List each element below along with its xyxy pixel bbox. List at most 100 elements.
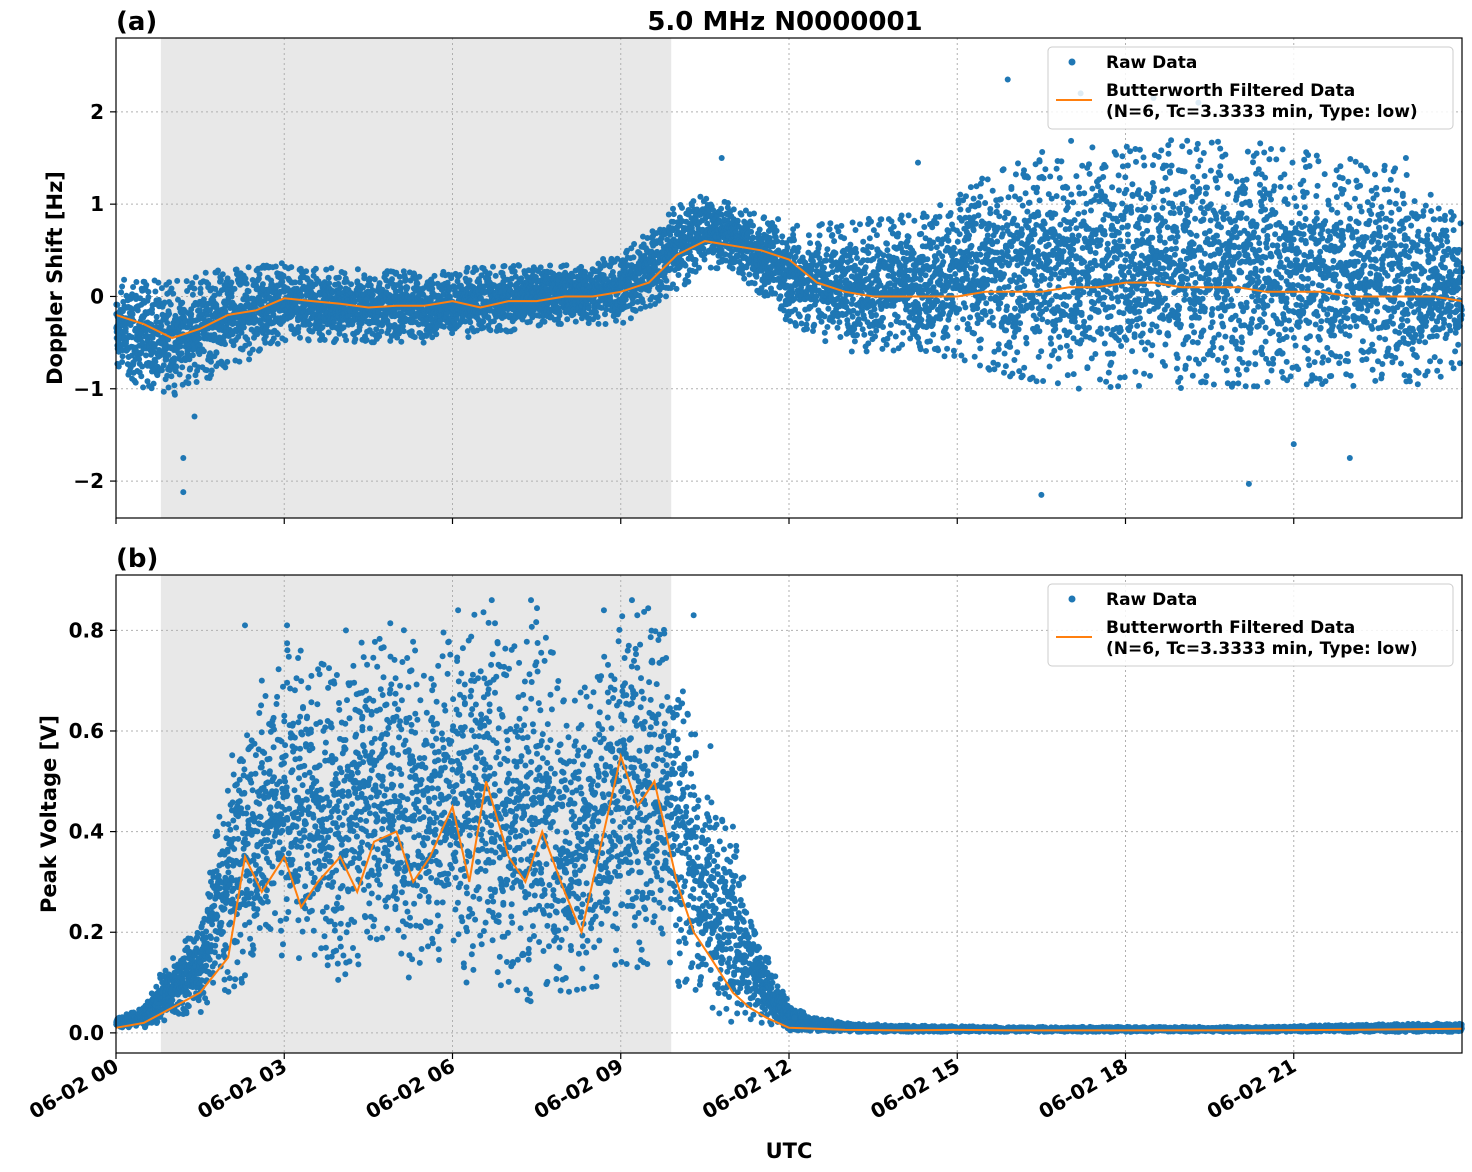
- panel-a-raw-point: [940, 259, 947, 265]
- panel-a-raw-point: [242, 275, 249, 282]
- panel-a-raw-point: [150, 380, 157, 387]
- panel-a-raw-point: [212, 286, 219, 292]
- panel-a-raw-point: [298, 293, 305, 299]
- panel-a-raw-point: [835, 228, 842, 235]
- panel-a-raw-point: [696, 264, 702, 271]
- panel-a-raw-point: [195, 364, 202, 371]
- panel-a-raw-point: [879, 345, 886, 352]
- panel-a-raw-point: [876, 221, 883, 228]
- panel-a-raw-data-points: [113, 76, 1465, 498]
- panel-a-raw-point: [114, 301, 121, 308]
- panel-a-raw-point: [838, 222, 845, 229]
- panel-a-raw-point: [487, 327, 494, 334]
- panel-a-raw-point: [343, 337, 350, 344]
- panel-a-raw-point: [968, 258, 975, 265]
- panel-a-raw-point: [826, 226, 833, 233]
- panel-a-raw-point: [152, 288, 159, 295]
- panel-a-raw-point: [690, 198, 697, 205]
- panel-a-raw-point: [305, 337, 312, 344]
- panel-a-raw-point: [174, 277, 181, 284]
- panel-a-raw-point: [337, 284, 344, 291]
- panel-a-raw-point: [966, 232, 973, 239]
- panel-a-raw-point: [613, 317, 619, 324]
- panel-a-raw-point: [335, 274, 342, 281]
- panel-a-raw-point: [238, 329, 245, 336]
- panel-a-raw-point: [222, 341, 228, 348]
- panel-a-raw-point: [325, 329, 332, 336]
- panel-a-raw-point: [804, 325, 810, 332]
- panel-a-raw-point: [970, 227, 977, 234]
- panel-a-raw-point: [240, 324, 247, 331]
- panel-a-raw-point: [136, 356, 143, 363]
- panel-a-raw-point: [118, 289, 125, 296]
- panel-a-raw-point: [701, 256, 708, 263]
- panel-a-raw-point: [837, 334, 844, 340]
- panel-a-raw-point: [935, 347, 942, 354]
- panel-a-raw-point: [775, 216, 782, 223]
- panel-a-raw-point: [602, 321, 609, 327]
- panel-a-raw-point: [863, 348, 870, 355]
- panel-a-raw-point: [245, 288, 252, 295]
- panel-a-raw-point: [861, 331, 868, 338]
- panel-a-raw-point: [942, 324, 949, 331]
- panel-a-raw-point: [918, 316, 925, 323]
- panel-a-raw-point: [185, 373, 192, 380]
- panel-a-raw-point: [161, 299, 168, 306]
- panel-a-raw-point: [940, 309, 946, 316]
- panel-a-raw-point: [347, 307, 354, 314]
- panel-a-raw-point: [203, 367, 210, 374]
- panel-a-raw-point: [816, 232, 823, 239]
- panel-a-raw-point: [963, 193, 969, 200]
- panel-a-raw-point: [807, 240, 814, 247]
- panel-a-raw-point: [890, 347, 897, 354]
- figure-title: 5.0 MHz N0000001: [647, 7, 922, 37]
- panel-a-raw-point: [779, 233, 786, 240]
- panel-a-raw-point: [179, 299, 186, 306]
- panel-a-raw-point: [158, 367, 165, 374]
- panel-a-raw-point: [865, 250, 872, 257]
- panel-a-raw-point: [160, 362, 167, 369]
- panel-a-raw-point: [572, 318, 579, 325]
- panel-a-raw-point: [947, 210, 954, 216]
- panel-a-raw-point: [839, 257, 846, 264]
- panel-a-raw-point: [952, 250, 959, 257]
- panel-a-raw-point: [761, 214, 768, 221]
- panel-a-raw-point: [791, 237, 797, 244]
- panel-a-raw-point: [972, 264, 979, 271]
- panel-a-raw-point: [971, 330, 978, 337]
- panel-a-raw-point: [224, 358, 231, 365]
- panel-a-raw-point: [202, 269, 209, 276]
- panel-a-raw-point: [714, 265, 721, 272]
- panel-a-raw-point: [122, 328, 129, 335]
- panel-a-raw-point: [557, 321, 564, 327]
- panel-a-raw-point: [254, 331, 261, 338]
- panel-a-raw-point: [772, 290, 779, 297]
- panel-a-raw-point: [873, 232, 880, 239]
- panel-a-raw-point: [128, 334, 135, 341]
- panel-a-raw-point: [756, 226, 763, 233]
- panel-a-raw-point: [750, 222, 756, 229]
- panel-a-raw-point: [197, 290, 204, 296]
- panel-a-raw-point: [208, 367, 215, 374]
- panel-a-raw-point: [556, 309, 563, 316]
- panel-a-raw-point: [729, 265, 736, 272]
- panel-a-raw-point: [899, 341, 906, 348]
- panel-a-raw-point: [262, 333, 269, 340]
- panel-a-raw-point: [139, 363, 146, 370]
- panel-a-raw-point: [936, 213, 943, 220]
- panel-a-raw-point: [862, 264, 869, 271]
- panel-a-raw-point: [887, 330, 893, 337]
- panel-a-raw-point: [854, 255, 860, 261]
- panel-a-raw-point: [196, 335, 203, 342]
- panel-a-raw-point: [834, 324, 841, 331]
- panel-a-raw-point: [670, 205, 676, 212]
- panel-a-raw-point: [319, 324, 326, 331]
- panel-a-raw-point: [363, 337, 370, 343]
- panel-a-raw-point: [822, 338, 829, 345]
- panel-a-raw-point: [333, 336, 339, 343]
- panel-a-raw-point: [793, 322, 799, 329]
- panel-a-raw-point: [796, 313, 803, 320]
- panel-a-raw-point: [420, 339, 427, 346]
- panel-a-raw-point: [956, 306, 963, 313]
- panel-a-raw-point: [173, 363, 180, 370]
